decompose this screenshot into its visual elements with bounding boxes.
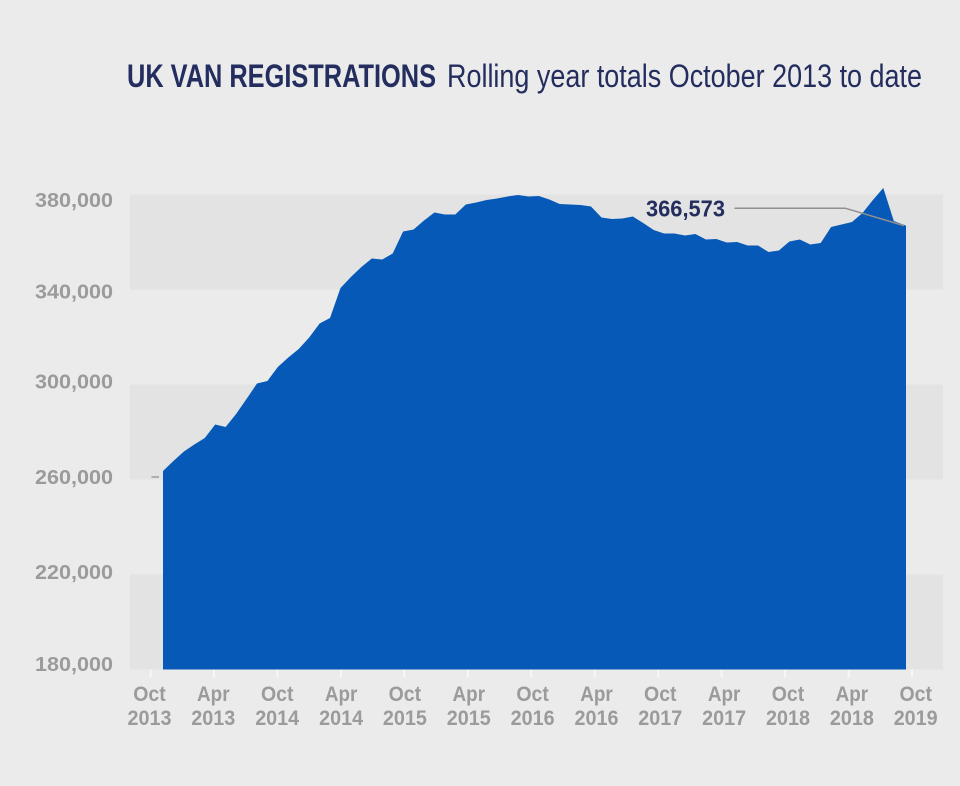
svg-text:UK VAN REGISTRATIONS: UK VAN REGISTRATIONS [127,58,436,94]
svg-text:180,000: 180,000 [35,653,113,676]
svg-text:340,000: 340,000 [35,281,113,304]
svg-text:300,000: 300,000 [35,371,113,394]
svg-text:220,000: 220,000 [35,561,113,584]
svg-text:260,000: 260,000 [35,466,113,489]
svg-text:366,573: 366,573 [646,196,725,222]
svg-text:Rolling year totals October 20: Rolling year totals October 2013 to date [447,58,922,94]
svg-text:380,000: 380,000 [35,189,113,212]
